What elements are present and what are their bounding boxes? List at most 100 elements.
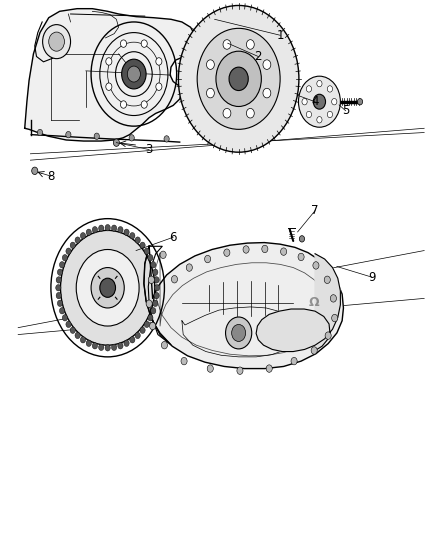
Circle shape [325,332,331,340]
Circle shape [178,5,299,152]
Circle shape [262,245,268,253]
Circle shape [94,133,99,140]
Text: 8: 8 [47,169,55,183]
Circle shape [144,321,149,327]
Circle shape [181,358,187,365]
Circle shape [92,227,98,233]
Circle shape [232,325,246,342]
Circle shape [146,300,152,308]
Circle shape [62,314,67,321]
Polygon shape [256,254,340,352]
Text: 9: 9 [368,271,375,284]
Circle shape [100,278,116,297]
Circle shape [154,293,159,299]
Circle shape [56,277,61,283]
Circle shape [171,276,177,283]
Circle shape [124,229,129,236]
Circle shape [156,83,162,91]
Circle shape [60,262,65,268]
Polygon shape [144,243,343,368]
Circle shape [105,224,110,231]
Circle shape [161,342,167,349]
Circle shape [205,255,211,263]
Circle shape [243,246,249,253]
Circle shape [66,321,71,327]
Circle shape [120,101,127,108]
Circle shape [154,285,159,291]
Circle shape [60,308,65,314]
Circle shape [150,322,155,330]
Circle shape [330,295,336,302]
Circle shape [141,101,147,108]
Circle shape [153,300,158,306]
Circle shape [223,39,231,49]
Circle shape [223,108,231,118]
Circle shape [130,337,135,343]
Circle shape [99,344,104,351]
Circle shape [86,229,92,236]
Circle shape [154,277,159,283]
Circle shape [311,347,317,354]
Circle shape [206,88,214,98]
Circle shape [226,317,252,349]
Circle shape [237,367,243,374]
Circle shape [81,232,85,239]
Circle shape [151,262,156,268]
Circle shape [302,99,307,105]
Circle shape [62,255,67,261]
Text: 6: 6 [170,231,177,244]
Circle shape [86,340,92,346]
Circle shape [106,58,112,65]
Text: 3: 3 [145,143,153,156]
Circle shape [263,88,271,98]
Circle shape [105,345,110,351]
Circle shape [135,332,140,338]
Circle shape [141,40,147,47]
Circle shape [151,308,156,314]
Circle shape [153,269,158,276]
Circle shape [120,40,127,47]
Circle shape [118,227,123,233]
Circle shape [324,276,330,284]
Circle shape [32,167,38,174]
Circle shape [37,130,42,136]
Circle shape [75,237,80,243]
Circle shape [313,94,325,109]
Circle shape [57,300,63,306]
Text: 7: 7 [311,204,319,217]
Circle shape [129,135,134,141]
Circle shape [207,365,213,372]
Circle shape [140,327,145,334]
Circle shape [291,358,297,365]
Circle shape [247,39,254,49]
Circle shape [66,248,71,254]
Circle shape [92,343,98,349]
Circle shape [75,332,80,338]
Circle shape [206,60,214,69]
Circle shape [144,248,149,254]
Circle shape [317,117,322,123]
Circle shape [91,268,124,308]
Text: 1: 1 [276,29,284,42]
Circle shape [57,269,63,276]
Text: 4: 4 [311,95,319,108]
Circle shape [81,337,85,343]
Circle shape [160,251,166,259]
Circle shape [49,32,64,51]
Circle shape [76,249,139,326]
Circle shape [266,365,272,372]
Circle shape [317,80,322,87]
Circle shape [148,314,153,321]
Circle shape [186,264,192,271]
Circle shape [281,248,287,255]
Circle shape [306,111,311,118]
Circle shape [197,28,280,130]
Circle shape [298,76,340,127]
Circle shape [106,83,112,91]
Circle shape [148,255,153,261]
Circle shape [140,242,145,248]
Circle shape [56,285,61,291]
Circle shape [56,293,61,299]
Circle shape [327,111,332,118]
Circle shape [263,60,271,69]
